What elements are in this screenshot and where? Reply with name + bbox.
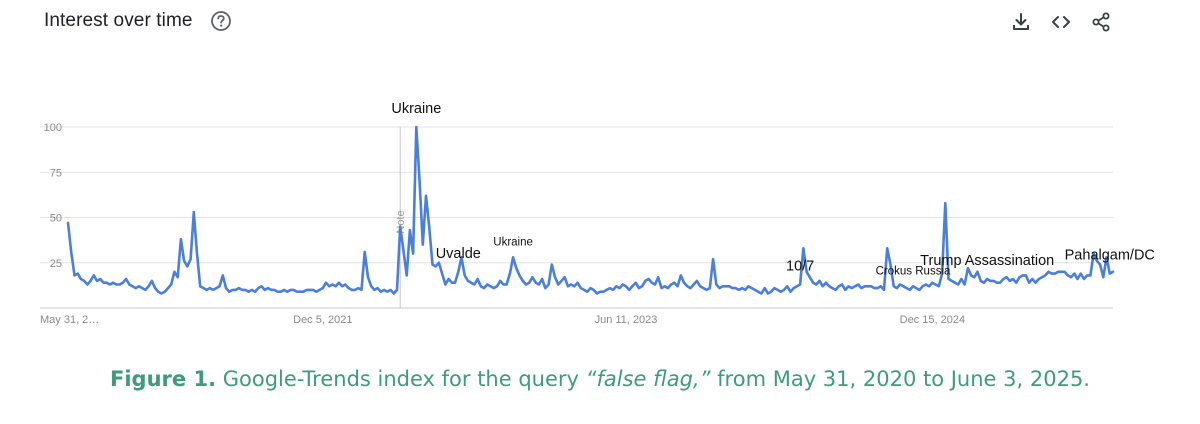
caption-query: “false flag,” (585, 367, 711, 391)
annotation-label: Pahalgam/DC (1065, 248, 1155, 264)
caption-text-before: Google-Trends index for the query (216, 367, 586, 391)
y-tick-label: 25 (50, 258, 62, 270)
card-title: Interest over time (44, 10, 193, 31)
download-icon[interactable] (1010, 11, 1032, 33)
x-tick-label: May 31, 2… (40, 314, 99, 326)
annotation-label: Ukraine (493, 236, 533, 248)
figure-caption: Figure 1. Google-Trends index for the qu… (0, 367, 1200, 391)
x-tick-label: Jun 11, 2023 (595, 314, 658, 326)
caption-text-after: from May 31, 2020 to June 3, 2025. (710, 367, 1090, 391)
note-marker-label: Note (395, 210, 407, 233)
embed-code-icon[interactable] (1050, 11, 1072, 33)
help-circle-icon[interactable] (210, 10, 232, 32)
annotation-label: 10/7 (786, 258, 814, 274)
annotation-label: Ukraine (391, 101, 441, 117)
x-tick-label: Dec 15, 2024 (900, 314, 965, 326)
annotation-label: Uvalde (436, 246, 481, 262)
interest-chart: 100 75 50 25 May 31, 2… Dec 5, 2021 Jun 11, 20… (40, 101, 1155, 326)
y-tick-label: 50 (50, 213, 62, 225)
caption-label: Figure 1. (110, 367, 217, 391)
y-tick-label: 100 (44, 122, 62, 134)
y-tick-label: 75 (50, 167, 62, 179)
x-tick-label: Dec 5, 2021 (293, 314, 352, 326)
annotation-label: Trump Assassination (920, 253, 1054, 269)
share-icon[interactable] (1090, 11, 1112, 33)
annotation-label: Crokus Russia (876, 265, 951, 277)
series-line (66, 125, 1115, 295)
